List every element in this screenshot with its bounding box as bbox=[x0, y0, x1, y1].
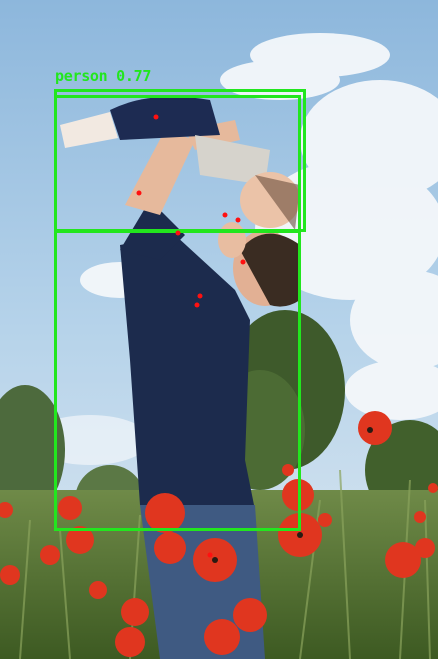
poppy-centers bbox=[212, 427, 373, 563]
keypoint bbox=[235, 217, 241, 223]
detection-class: person bbox=[55, 67, 108, 85]
keypoint bbox=[207, 552, 213, 558]
keypoint bbox=[240, 259, 246, 265]
keypoint bbox=[222, 212, 228, 218]
detection-score: 0.77 bbox=[116, 67, 152, 85]
detection-label: person 0.77 bbox=[55, 67, 151, 85]
keypoint bbox=[136, 190, 142, 196]
keypoint bbox=[153, 114, 159, 120]
baby bbox=[60, 96, 300, 230]
keypoint bbox=[175, 230, 181, 236]
detection-box-lower bbox=[54, 230, 301, 531]
poppies bbox=[0, 411, 438, 657]
keypoint bbox=[197, 293, 203, 299]
keypoint bbox=[194, 302, 200, 308]
